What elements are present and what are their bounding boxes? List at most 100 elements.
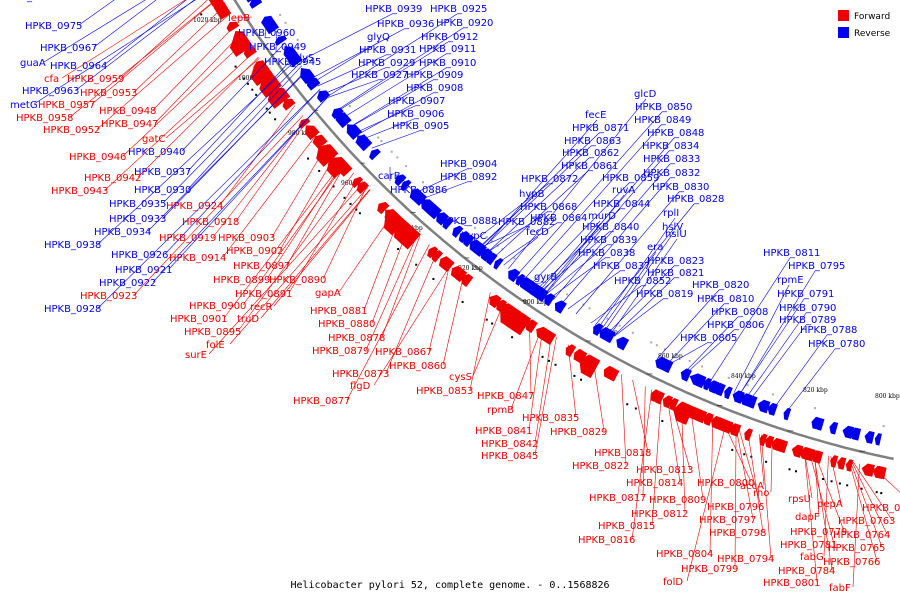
gene-label: HPKB_0805	[680, 333, 737, 344]
feature-mark	[830, 480, 833, 483]
leader-line	[223, 161, 344, 319]
leader-line	[137, 57, 259, 178]
gene-label: HPKB_0840	[582, 222, 639, 233]
reverse-feature	[747, 395, 758, 409]
leader-line	[120, 0, 208, 79]
gene-label: HPKB_0797	[699, 515, 756, 526]
leader-line	[530, 182, 630, 285]
leader-line	[656, 289, 720, 360]
reverse-feature	[508, 268, 521, 283]
gene-label: HPKB_0860	[389, 361, 446, 372]
gene-label: HPKB_0897	[233, 261, 290, 272]
forward-feature	[229, 36, 253, 57]
feature-mark	[573, 374, 576, 377]
leader-line	[168, 97, 328, 270]
tick-label: 900 kbp	[523, 299, 548, 306]
leader-line	[314, 41, 380, 83]
leader-line	[351, 79, 434, 127]
leader-line	[528, 328, 543, 431]
leader-line	[337, 27, 464, 111]
gene-label: HPKB_0829	[550, 427, 607, 438]
forward-feature	[217, 6, 232, 20]
leader-line	[808, 449, 835, 545]
gene-label: HPKB_0946	[69, 152, 126, 163]
leader-line	[642, 386, 646, 498]
leader-line	[539, 220, 601, 291]
gene-label: HPKB_0934	[94, 227, 151, 238]
leader-line	[684, 316, 739, 373]
gene-label: HPKB_0811	[763, 248, 820, 259]
gene-label: HPKB_0963	[22, 86, 79, 97]
gene-label: HPKB_0902	[226, 246, 283, 257]
leader-line	[164, 89, 321, 255]
leader-line	[739, 270, 816, 396]
leader-line	[510, 327, 542, 410]
leader-line	[666, 396, 681, 483]
gene-label: HPKB_0930	[134, 185, 191, 196]
forward-feature	[431, 250, 443, 263]
leader-line	[631, 389, 653, 540]
forward-feature	[579, 355, 601, 379]
gene-label: HPKB_0788	[800, 325, 857, 336]
gene-label: HPKB_0804	[656, 549, 713, 560]
leader-line	[803, 448, 818, 583]
leader-line	[91, 0, 217, 105]
gene-label: HPKB_0864	[530, 213, 587, 224]
gene-label: HPKB_0957	[38, 100, 95, 111]
leader-line	[287, 47, 292, 68]
gene-label: HPKB_0929	[358, 58, 415, 69]
gene-label: HPKB_0844	[593, 199, 650, 210]
forward-feature	[669, 398, 679, 411]
leader-line	[550, 257, 606, 299]
gene-label: metG	[10, 100, 38, 111]
feature-mark	[432, 278, 435, 281]
gene-label: HPKB_0853	[416, 386, 473, 397]
gene-label: HPKB_0799	[681, 564, 738, 575]
gene-label: HPKB_0841	[475, 426, 532, 437]
feature-mark	[606, 317, 609, 320]
feature-mark	[580, 378, 583, 381]
gene-label: HPKB_0905	[392, 121, 449, 132]
reverse-feature	[707, 380, 720, 394]
gene-label: gatC	[142, 134, 165, 145]
gene-label: HPKB_0863	[564, 136, 621, 147]
leader-line	[219, 105, 296, 206]
gene-label: HPKB_0975	[25, 21, 82, 32]
feature-mark	[631, 331, 634, 334]
leader-line	[722, 420, 752, 483]
leader-line	[709, 257, 791, 383]
gene-label: surE	[185, 350, 207, 361]
leader-line	[422, 181, 468, 199]
leader-line	[298, 13, 393, 62]
leader-line	[275, 30, 277, 53]
gene-label: HPKB_0886	[390, 185, 447, 196]
leader-line	[346, 244, 430, 401]
gene-label: HPKB_0881	[310, 306, 367, 317]
forward-feature	[489, 294, 502, 309]
gene-label: HPKB_0909	[406, 70, 463, 81]
reverse-feature	[246, 0, 253, 3]
gene-label: HPKB_0920	[436, 18, 493, 29]
gene-label: HPKB_0801	[763, 578, 820, 589]
gene-label: HPKB_0931	[359, 45, 416, 56]
leader-line	[371, 130, 420, 149]
gene-label: glcD	[634, 89, 657, 100]
leader-line	[621, 374, 627, 466]
reverse-feature	[306, 77, 321, 91]
gene-label: HPKB_0835	[522, 413, 579, 424]
feature-mark	[332, 185, 335, 188]
gene-label: dapF	[795, 512, 820, 523]
feature-mark	[626, 403, 629, 406]
leader-line	[271, 144, 328, 238]
leader-line	[850, 461, 883, 548]
reverse-feature	[713, 382, 726, 397]
feature-mark	[838, 482, 841, 485]
leader-line	[733, 284, 790, 393]
forward-feature	[872, 466, 887, 480]
reverse-feature	[346, 124, 363, 140]
feature-mark	[268, 111, 271, 114]
leader-line	[668, 342, 708, 365]
feature-mark	[513, 257, 516, 260]
leader-line	[43, 0, 146, 63]
